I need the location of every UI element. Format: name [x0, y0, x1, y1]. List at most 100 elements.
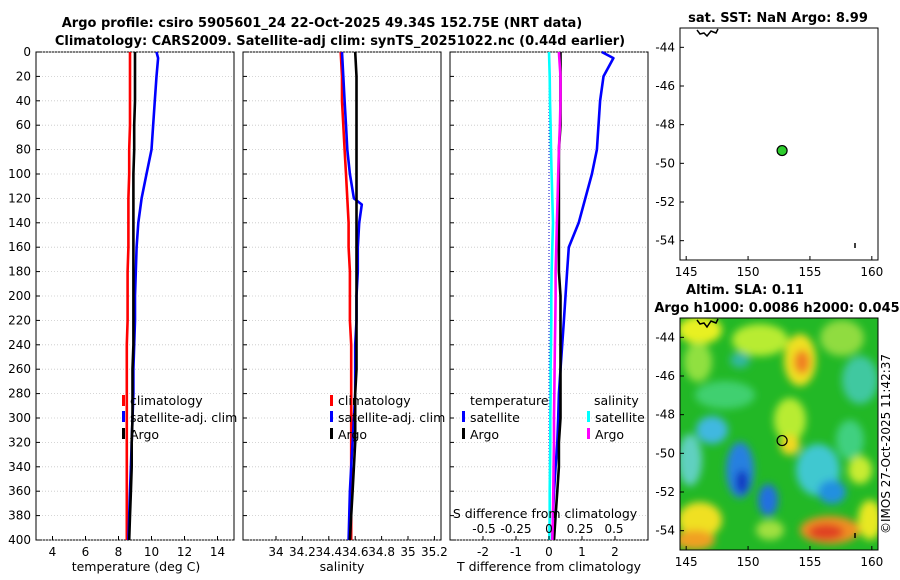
x-tick-label: 35.2	[421, 545, 448, 559]
secondary-tick-label: 0	[545, 522, 553, 536]
figure-title-line2: Climatology: CARS2009. Satellite-adj cli…	[55, 34, 625, 49]
series-line-salinity-argo	[551, 51, 562, 541]
x-tick-label: 34.4	[315, 545, 342, 559]
legend-swatch-argo	[122, 428, 125, 439]
salinity-legend: climatology satellite-adj. clim Argo	[330, 393, 445, 442]
legend-swatch-satellite	[122, 411, 125, 422]
x-tick-label: 35	[400, 545, 415, 559]
salinity-panel: 34 34.2 34.4 34.6 34.8 35 35.2 salinity climat…	[242, 51, 448, 574]
secondary-tick-label: -0.25	[500, 522, 531, 536]
x-tick-label: 1	[578, 545, 586, 559]
sla-heatmap	[680, 318, 878, 550]
map-x-tick-label: 150	[737, 265, 760, 279]
y-tick-label: 400	[8, 533, 31, 547]
series-line-salinity-satellite	[547, 51, 555, 541]
y-tick-label: 380	[8, 509, 31, 523]
x-tick-label: 2	[611, 545, 619, 559]
salinity-difference-label: S difference from climatology	[453, 506, 638, 521]
sst-map-panel: sat. SST: NaN Argo: 8.99 145 150 155 160 -44…	[655, 11, 883, 279]
map-x-tick-label: 160	[860, 555, 883, 569]
secondary-tick-label: 0.5	[604, 522, 623, 536]
map-y-tick-label: -46	[655, 369, 675, 383]
legend-label-satellite: satellite-adj. clim	[338, 410, 445, 425]
sla-map-title-line1: Altim. SLA: 0.11	[686, 283, 804, 298]
coastline-top-2	[696, 318, 719, 329]
y-tick-label: 0	[23, 45, 31, 59]
y-tick-label: 100	[8, 167, 31, 181]
map-x-tick-label: 145	[675, 555, 698, 569]
map-y-tick-label: -50	[655, 156, 675, 170]
y-tick-label: 180	[8, 265, 31, 279]
x-tick-label: 34.6	[342, 545, 369, 559]
legend-swatch-climatology	[122, 395, 125, 406]
map-y-tick-label: -48	[655, 118, 675, 132]
sla-map-panel: Altim. SLA: 0.11 Argo h1000: 0.0086 h200…	[654, 283, 899, 569]
x-tick-label: 6	[82, 545, 90, 559]
series-line-argo	[348, 51, 358, 541]
y-tick-label: 140	[8, 216, 31, 230]
difference-legend: temperature satellite Argo salinity sate…	[462, 393, 645, 442]
y-tick-label: 160	[8, 240, 31, 254]
legend-swatch-satellite	[330, 411, 333, 422]
map-x-tick-label: 160	[860, 265, 883, 279]
map-x-tick-label: 150	[737, 555, 760, 569]
map-x-tick-label: 155	[798, 265, 821, 279]
legend-label-temp-satellite: satellite	[470, 410, 520, 425]
x-tick-label: 10	[144, 545, 159, 559]
secondary-tick-label: 0.25	[567, 522, 594, 536]
map-y-tick-label: -52	[655, 485, 675, 499]
y-tick-label: 300	[8, 411, 31, 425]
salinity-xlabel: salinity	[320, 559, 365, 574]
legend-swatch-argo	[330, 428, 333, 439]
x-tick-label: 14	[210, 545, 225, 559]
legend-header-salinity: salinity	[594, 393, 639, 408]
legend-label-sal-satellite: satellite	[595, 410, 645, 425]
imos-watermark: ©IMOS 27-Oct-2025 11:42:37	[879, 354, 893, 534]
x-tick-label: -2	[477, 545, 489, 559]
legend-label-climatology: climatology	[130, 393, 203, 408]
map-y-tick-label: -46	[655, 79, 675, 93]
difference-xlabel: T difference from climatology	[456, 559, 642, 574]
map-y-tick-label: -44	[655, 40, 675, 54]
legend-swatch-climatology	[330, 395, 333, 406]
y-tick-label: 280	[8, 387, 31, 401]
y-tick-label: 120	[8, 191, 31, 205]
series-line-argo	[127, 52, 137, 541]
temperature-xlabel: temperature (deg C)	[72, 559, 201, 574]
legend-swatch-temp-argo	[462, 428, 465, 439]
sla-map-title-line2: Argo h1000: 0.0086 h2000: 0.045	[654, 301, 899, 316]
y-tick-label: 220	[8, 313, 31, 327]
argo-float-marker	[776, 144, 788, 157]
legend-header-temperature: temperature	[470, 393, 549, 408]
map-y-tick-label: -50	[655, 446, 675, 460]
y-tick-label: 20	[16, 69, 31, 83]
y-tick-label: 340	[8, 460, 31, 474]
map-y-tick-label: -52	[655, 195, 675, 209]
sst-map-axes-box	[679, 27, 879, 261]
series-line-temperature-satellite	[551, 50, 615, 541]
x-tick-label: 8	[115, 545, 123, 559]
y-tick-label: 360	[8, 484, 31, 498]
y-tick-label: 320	[8, 435, 31, 449]
x-tick-label: 12	[177, 545, 192, 559]
legend-label-argo: Argo	[338, 427, 367, 442]
x-tick-label: 34	[268, 545, 283, 559]
map-y-tick-label: -54	[655, 524, 675, 538]
map-y-tick-label: -48	[655, 408, 675, 422]
y-tick-label: 200	[8, 289, 31, 303]
series-line-climatology	[125, 52, 132, 540]
depth-axis: 0 20 40 60 80 100 120 140 160 180 200 220 240 260 280 3…	[8, 45, 31, 547]
y-tick-label: 40	[16, 94, 31, 108]
x-tick-label: 34.2	[289, 545, 316, 559]
legend-label-climatology: climatology	[338, 393, 411, 408]
legend-swatch-sal-argo	[587, 428, 590, 439]
legend-label-argo: Argo	[130, 427, 159, 442]
map-x-tick-label: 145	[675, 265, 698, 279]
legend-swatch-sal-satellite	[587, 411, 590, 422]
legend-label-satellite: satellite-adj. clim	[130, 410, 237, 425]
map-y-tick-label: -44	[655, 330, 675, 344]
legend-label-sal-argo: Argo	[595, 427, 624, 442]
coastline-top	[696, 28, 719, 38]
x-tick-label: 34.8	[368, 545, 395, 559]
